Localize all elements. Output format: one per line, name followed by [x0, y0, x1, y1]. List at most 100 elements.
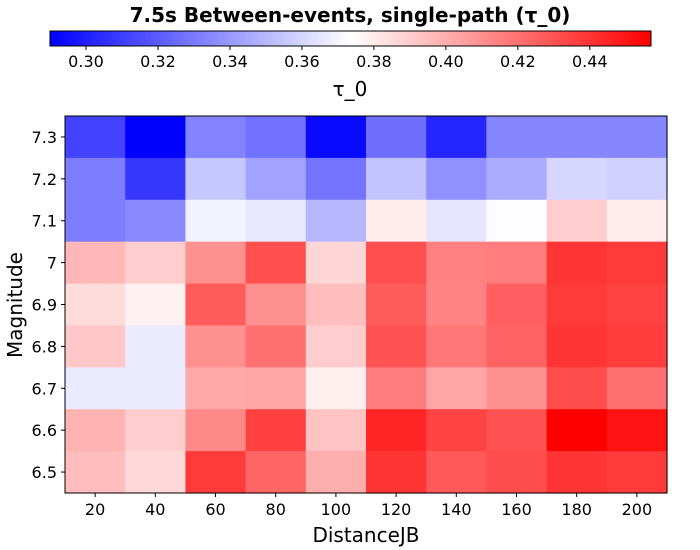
heatmap-cell — [245, 409, 307, 452]
x-axis-label: DistanceJB — [312, 523, 419, 547]
chart-title: 7.5s Between-events, single-path (τ_0) — [130, 3, 571, 27]
heatmap-cell — [606, 409, 668, 452]
heatmap-cell — [606, 367, 668, 410]
heatmap-cell — [426, 325, 487, 368]
x-tick-label: 200 — [622, 500, 653, 519]
heatmap-cell — [606, 199, 668, 243]
heatmap-cell — [426, 199, 487, 243]
heatmap-cell — [185, 451, 247, 494]
heatmap-cell — [426, 283, 487, 327]
x-tick-label: 180 — [561, 500, 592, 519]
heatmap-cell — [486, 409, 548, 452]
y-tick-label: 6.7 — [32, 379, 57, 398]
colorbar-tick-label: 0.40 — [428, 52, 464, 71]
colorbar-tick-label: 0.44 — [572, 52, 608, 71]
heatmap-cell — [366, 157, 427, 201]
heatmap-cell — [366, 367, 427, 410]
heatmap-cell — [606, 451, 668, 494]
x-tick-label: 120 — [381, 500, 412, 519]
heatmap-cell — [546, 451, 608, 494]
heatmap-cell — [305, 116, 367, 159]
heatmap-cell — [546, 283, 608, 327]
heatmap-cell — [245, 157, 307, 201]
heatmap-cell — [305, 199, 367, 243]
y-tick-label: 6.9 — [32, 296, 57, 315]
colorbar-tick-label: 0.32 — [140, 52, 176, 71]
heatmap-cell — [486, 451, 548, 494]
heatmap-cell — [486, 199, 548, 243]
y-tick-label: 7.3 — [32, 128, 57, 147]
x-tick-label: 140 — [441, 500, 472, 519]
x-tick-label: 160 — [501, 500, 532, 519]
heatmap-cell — [606, 116, 668, 159]
heatmap-cell — [366, 325, 427, 368]
heatmap-cell — [305, 409, 367, 452]
heatmap-cell — [486, 241, 548, 285]
heatmap-cell — [245, 283, 307, 327]
y-axis-ticks: 7.3 7.2 7.1 7 6.9 6.8 6.7 6.6 6.5 — [32, 128, 65, 482]
heatmap-cell — [546, 241, 608, 285]
heatmap-cell — [426, 451, 487, 494]
heatmap-cell — [426, 409, 487, 452]
heatmap-cell — [65, 283, 126, 327]
heatmap-cell — [245, 241, 307, 285]
heatmap-cell — [185, 283, 247, 327]
heatmap-cell — [486, 283, 548, 327]
heatmap-cell — [65, 157, 126, 201]
y-tick-label: 6.8 — [32, 337, 57, 356]
heatmap-cell — [185, 157, 247, 201]
heatmap-cell — [606, 283, 668, 327]
heatmap-cell — [305, 451, 367, 494]
colorbar-tick-label: 0.36 — [284, 52, 320, 71]
heatmap-cell — [185, 325, 247, 368]
heatmap-cell — [546, 409, 608, 452]
heatmap-cell — [305, 241, 367, 285]
heatmap-cell — [125, 409, 186, 452]
y-tick-label: 7 — [47, 254, 57, 273]
heatmap-cell — [245, 199, 307, 243]
heatmap-cell — [546, 116, 608, 159]
heatmap-cell — [65, 116, 126, 159]
heatmap-cell — [486, 116, 548, 159]
heatmap-cell — [245, 367, 307, 410]
heatmap-cell — [65, 199, 126, 243]
colorbar-bar — [49, 30, 652, 47]
y-axis-label: Magnitude — [3, 252, 27, 358]
y-tick-label: 6.6 — [32, 421, 57, 440]
colorbar-tick-label: 0.34 — [212, 52, 248, 71]
heatmap-cell — [185, 241, 247, 285]
heatmap-cell — [245, 451, 307, 494]
y-tick-label: 7.2 — [32, 170, 57, 189]
heatmap-cell — [305, 367, 367, 410]
heatmap-cell — [366, 283, 427, 327]
heatmap-cell — [546, 157, 608, 201]
heatmap-cell — [65, 367, 126, 410]
heatmap-cell — [185, 116, 247, 159]
heatmap-cell — [366, 116, 427, 159]
heatmap-cell — [65, 241, 126, 285]
heatmap-cell — [546, 199, 608, 243]
heatmap-cell — [65, 451, 126, 494]
colorbar-tick-label: 0.42 — [500, 52, 536, 71]
colorbar-tick-label: 0.38 — [356, 52, 392, 71]
heatmap-cell — [245, 325, 307, 368]
heatmap-cell — [366, 451, 427, 494]
heatmap-cell — [426, 116, 487, 159]
heatmap-cell — [606, 241, 668, 285]
y-tick-label: 6.5 — [32, 463, 57, 482]
heatmap-cell — [606, 157, 668, 201]
x-tick-label: 80 — [266, 500, 286, 519]
heatmap-cell — [125, 325, 186, 368]
heatmap-cell — [185, 199, 247, 243]
colorbar-label: τ_0 — [333, 77, 368, 101]
heatmap-cell — [245, 116, 307, 159]
colorbar-tick-label: 0.30 — [68, 52, 104, 71]
colorbar: 0.30 0.32 0.34 0.36 0.38 0.40 0.42 0.44 τ_0 — [49, 30, 652, 101]
colorbar-ticks: 0.30 0.32 0.34 0.36 0.38 0.40 0.42 0.44 — [68, 46, 608, 71]
heatmap-cell — [366, 199, 427, 243]
heatmap-cell — [606, 325, 668, 368]
heatmap-cell — [125, 199, 186, 243]
heatmap-cell — [185, 409, 247, 452]
x-tick-label: 60 — [205, 500, 225, 519]
heatmap-cell — [546, 325, 608, 368]
